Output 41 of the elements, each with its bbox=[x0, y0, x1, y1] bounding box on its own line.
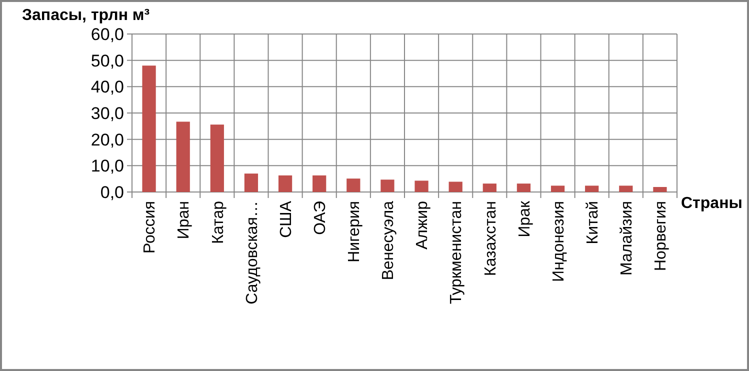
x-tick-label: Китай bbox=[584, 201, 602, 244]
bar bbox=[346, 178, 360, 192]
x-tick-label: Россия bbox=[142, 201, 159, 254]
x-tick-label: Норвегия bbox=[652, 201, 670, 272]
x-tick-label: Ирак bbox=[516, 200, 534, 238]
y-tick-label: 50,0 bbox=[90, 51, 124, 70]
y-tick-label: 10,0 bbox=[90, 156, 124, 176]
x-tick-label: Катар bbox=[210, 200, 227, 244]
bar bbox=[448, 182, 462, 192]
x-tick-label: ОАЭ bbox=[312, 201, 329, 235]
y-axis-title: Запасы, трлн м³ bbox=[22, 7, 150, 24]
bar bbox=[380, 180, 394, 192]
bar bbox=[312, 175, 326, 192]
x-tick-label: Малайзия bbox=[618, 201, 636, 276]
bar bbox=[176, 122, 190, 192]
x-tick-label: Нигерия bbox=[346, 201, 364, 262]
y-tick-label: 0,0 bbox=[100, 182, 124, 202]
bar bbox=[482, 184, 496, 192]
y-tick-label: 20,0 bbox=[90, 130, 124, 150]
bar bbox=[550, 186, 565, 192]
x-axis-title: Страны bbox=[681, 195, 742, 212]
x-tick-label: Саудовская… bbox=[244, 201, 261, 304]
bar bbox=[142, 66, 156, 192]
bar bbox=[278, 175, 292, 192]
x-tick-label: Туркменистан bbox=[448, 201, 466, 304]
x-tick-label: Иран bbox=[176, 201, 193, 240]
y-tick-label: 40,0 bbox=[90, 78, 124, 97]
bar bbox=[619, 186, 633, 192]
bar bbox=[244, 174, 258, 192]
x-tick-label: США bbox=[278, 200, 295, 238]
y-tick-label: 30,0 bbox=[90, 104, 124, 123]
bar bbox=[210, 124, 224, 192]
x-tick-label: Венесуэла bbox=[380, 200, 398, 280]
bar bbox=[653, 186, 667, 192]
bar bbox=[516, 184, 531, 192]
x-tick-label: Индонезия bbox=[550, 201, 568, 282]
x-tick-label: Казахстан bbox=[482, 201, 500, 276]
bar bbox=[585, 186, 599, 192]
x-tick-label: Алжир bbox=[414, 200, 432, 250]
bar bbox=[414, 180, 428, 192]
y-tick-label: 60,0 bbox=[90, 24, 124, 44]
